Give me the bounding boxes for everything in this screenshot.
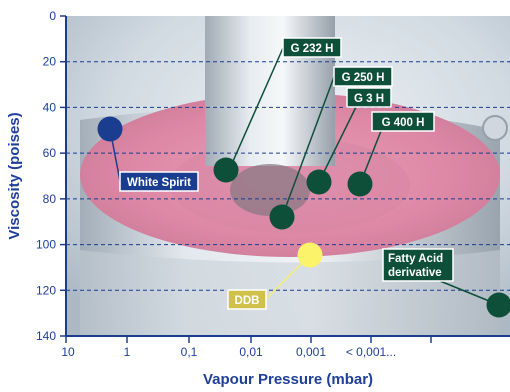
data-point [97,116,123,142]
data-point [306,169,332,195]
y-tick-label: 60 [43,146,57,160]
leader-line [229,47,284,169]
data-point [297,242,323,268]
point-label-box [382,248,454,282]
point-label-box [227,289,267,310]
point-label-box [371,111,435,132]
x-tick-label: < 0,001... [346,345,396,359]
point-label: White Spirit [127,177,191,189]
data-point [269,204,295,230]
data-point [213,157,239,183]
data-point [486,292,510,318]
leader-line [318,106,357,183]
point-label: G 400 H [382,117,425,129]
point-label: DDB [235,295,260,307]
point-label-box [346,87,392,108]
point-labels: White Spirit G 232 H G 250 H G 3 H G 400 H DD… [119,37,454,310]
y-tick-label: 100 [36,238,56,252]
y-tick-label: 120 [36,283,56,297]
y-tick-label: 140 [36,329,56,343]
grid-lines [66,61,510,291]
point-label-box [333,66,393,87]
point-label: Fatty Acid derivative [388,253,443,279]
y-tick-label: 20 [43,55,57,69]
point-label-box [119,171,199,192]
point-label: G 250 H [342,72,385,84]
x-tick-label: 10 [61,345,75,359]
x-tick-label: 0,001 [296,345,326,359]
y-axis-label: Viscosity (poises) [6,112,23,239]
data-points [97,116,510,318]
data-point [347,171,373,197]
x-tick-label: 0,1 [181,345,198,359]
y-tick-label: 40 [43,100,57,114]
point-label: G 232 H [291,43,334,55]
y-tick-label: 80 [43,192,57,206]
x-axis-label: Vapour Pressure (mbar) [203,371,373,388]
axes: 0 20 40 60 80 100 120 140 10 1 0,1 0,01 0,001 < 0,001… [36,9,510,359]
point-label-box [282,37,342,58]
leader-line [281,76,335,218]
point-label: G 3 H [354,93,384,105]
x-tick-label: 0,01 [239,345,263,359]
x-tick-label: 1 [124,345,131,359]
y-tick-label: 0 [49,9,56,23]
